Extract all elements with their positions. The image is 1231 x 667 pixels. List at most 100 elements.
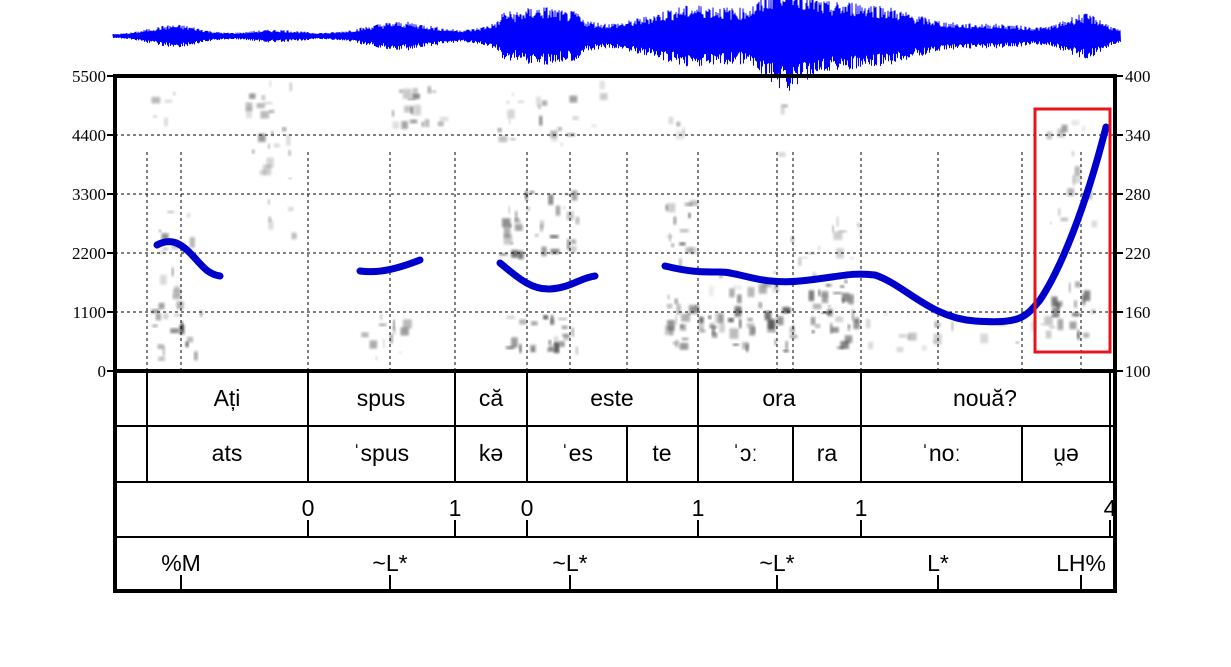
- spectrogram-cell: [1061, 124, 1068, 133]
- spectrogram-cell: [847, 324, 851, 331]
- spectrogram-cell: [499, 253, 508, 256]
- syllable-label: te: [652, 440, 671, 466]
- spectrogram-cell: [252, 149, 255, 154]
- spectrogram-cell: [733, 285, 742, 290]
- spectrogram-cell: [174, 313, 181, 317]
- spectrogram-cell: [171, 267, 174, 277]
- spectrogram-cell: [560, 142, 563, 147]
- spectrogram-cell: [857, 223, 861, 228]
- break-label: 1: [855, 495, 868, 521]
- spectrogram-cell: [509, 223, 512, 228]
- freq-tick-label: 0: [98, 362, 107, 381]
- spectrogram-cell: [667, 294, 670, 300]
- spectrogram-cell: [176, 301, 184, 310]
- break-index-tier: 0 1 0 1 1 4: [302, 495, 1117, 537]
- spectrogram-cell: [790, 236, 795, 243]
- spectrogram-cell: [540, 220, 544, 229]
- spectrogram-cell: [498, 136, 508, 143]
- spectrogram-cell: [682, 127, 686, 136]
- spectrogram-cell: [502, 218, 511, 228]
- freq-tick-label: 4400: [72, 126, 106, 145]
- spectrogram-cell: [1073, 176, 1082, 184]
- spectrogram-cell: [935, 322, 941, 327]
- spectrogram-cell: [767, 330, 777, 333]
- syllable-label: ˈes: [561, 440, 593, 466]
- spectrogram-cell: [789, 334, 798, 339]
- spectrogram-cell: [539, 115, 543, 126]
- spectrogram-cell: [758, 283, 767, 294]
- highlight-box: [1033, 107, 1112, 354]
- spectrogram-cell: [1072, 174, 1076, 185]
- spectrogram-cell: [541, 246, 547, 257]
- spectrogram-cell: [412, 93, 420, 99]
- break-label: 1: [449, 495, 462, 521]
- spectrogram-cell: [844, 279, 848, 284]
- spectrogram-cell: [566, 132, 576, 137]
- spectrogram-cell: [174, 285, 180, 292]
- spectrogram-cell: [427, 86, 432, 94]
- spectrogram-cell: [686, 313, 691, 316]
- spectrogram-cell: [566, 211, 574, 220]
- spectrogram-cell: [497, 128, 502, 132]
- spectrogram-cell: [269, 109, 275, 114]
- break-label: 1: [692, 495, 705, 521]
- spectrogram-cell: [289, 82, 293, 92]
- spectrogram-cell: [776, 316, 784, 326]
- spectrogram-cell: [734, 306, 742, 317]
- spectrogram-cell: [558, 127, 562, 131]
- spectrogram-cell: [249, 93, 256, 99]
- spectrogram-cell: [288, 150, 291, 156]
- spectrogram-cell: [199, 310, 203, 317]
- spectrogram-cell: [742, 342, 749, 350]
- spectrogram-cell: [369, 340, 378, 349]
- spectrogram-cell: [526, 206, 531, 212]
- spectrogram-cell: [511, 337, 518, 348]
- spectrogram-cell: [571, 190, 578, 201]
- spectrogram-cell: [833, 231, 843, 240]
- spectrogram-cell: [536, 96, 541, 107]
- spectrogram-cell: [541, 100, 548, 106]
- spectrogram-cell: [572, 116, 579, 121]
- spectrogram-cell: [896, 347, 904, 353]
- spectrogram-cell: [811, 330, 815, 334]
- spectrogram-cell: [1057, 319, 1064, 330]
- spectrogram-cell: [266, 157, 274, 168]
- spectrogram-cell: [1060, 217, 1068, 222]
- f0-tick-label: 340: [1125, 126, 1151, 145]
- spectrogram-cell: [831, 327, 839, 333]
- spectrogram-cell: [187, 336, 194, 343]
- spectrogram-cell: [267, 143, 271, 149]
- spectrogram-cell: [157, 344, 164, 350]
- spectrogram-cell: [599, 80, 605, 90]
- spectrogram-cell: [540, 224, 543, 232]
- spectrogram-cell: [689, 200, 699, 206]
- spectrogram-cell: [550, 235, 559, 239]
- spectrogram-cell: [161, 233, 169, 241]
- spectrogram-cell: [599, 93, 608, 100]
- spectrogram-cell: [162, 345, 166, 356]
- spectrogram-cell: [245, 107, 252, 118]
- syllable-label: u̯ə: [1053, 440, 1079, 466]
- spectrogram-cell: [679, 324, 687, 331]
- spectrogram-cell: [550, 130, 558, 138]
- spectrogram-cell: [267, 199, 271, 205]
- spectrogram-cell: [665, 325, 674, 336]
- spectrogram-cell: [998, 323, 1006, 327]
- spectrogram-cell: [550, 315, 554, 325]
- tone-label: ~L*: [372, 550, 407, 576]
- spectrogram-cell: [563, 334, 570, 340]
- spectrogram-cell: [675, 315, 678, 325]
- spectrogram-cell: [835, 316, 843, 323]
- spectrogram-cell: [519, 344, 522, 353]
- spectrogram-cell: [685, 247, 693, 254]
- spectrogram-cell: [853, 318, 860, 330]
- spectrogram-cell: [697, 281, 700, 284]
- spectrogram-cell: [1040, 323, 1045, 326]
- spectrogram-cell: [679, 229, 689, 233]
- spectrogram-cell: [260, 111, 270, 119]
- spectrogram-cell: [519, 319, 527, 325]
- spectrogram-cell: [709, 323, 715, 328]
- spectrogram-cell: [158, 229, 162, 233]
- spectrogram-cell: [812, 303, 822, 310]
